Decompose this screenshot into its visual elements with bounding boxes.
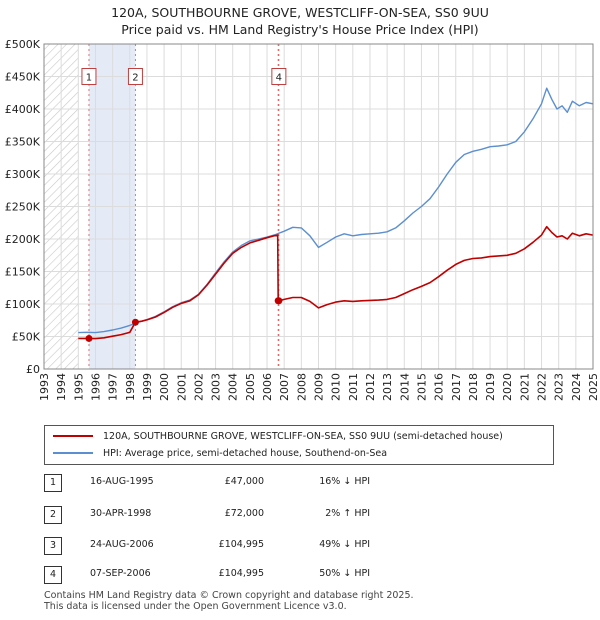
x-tick-label: 2000 xyxy=(158,373,171,401)
plot-frame xyxy=(43,43,594,370)
x-tick-label: 2011 xyxy=(347,373,360,401)
footer-licence: This data is licensed under the Open Gov… xyxy=(44,601,347,612)
x-tick-label: 2015 xyxy=(415,373,428,401)
transaction-hpi: 2% ↑ HPI xyxy=(325,508,370,519)
x-tick-label: 2009 xyxy=(313,373,326,401)
x-tick-label: 2004 xyxy=(227,373,240,401)
x-tick-label: 1997 xyxy=(107,373,120,401)
transaction-price: £104,995 xyxy=(218,568,264,579)
x-tick-label: 1995 xyxy=(72,373,85,401)
footer-copyright: Contains HM Land Registry data © Crown c… xyxy=(44,590,414,601)
y-tick-label: £50K xyxy=(12,331,41,344)
transaction-date: 16-AUG-1995 xyxy=(90,476,154,487)
transaction-price: £47,000 xyxy=(224,476,264,487)
x-tick-label: 2020 xyxy=(501,373,514,401)
x-tick-label: 2010 xyxy=(330,373,343,401)
x-tick-label: 2008 xyxy=(295,373,308,401)
legend-label-hpi: HPI: Average price, semi-detached house,… xyxy=(103,447,388,459)
y-tick-label: £500K xyxy=(5,38,41,51)
transaction-date: 07-SEP-2006 xyxy=(90,568,151,579)
x-tick-label: 1994 xyxy=(55,373,68,401)
x-tick-label: 2016 xyxy=(433,373,446,401)
x-tick-label: 2017 xyxy=(450,373,463,401)
transaction-hpi: 49% ↓ HPI xyxy=(319,539,370,550)
x-tick-label: 2005 xyxy=(244,373,257,401)
y-tick-label: £300K xyxy=(5,168,41,181)
property-series-line xyxy=(78,225,594,340)
transaction-price: £72,000 xyxy=(224,508,264,519)
transaction-date: 24-AUG-2006 xyxy=(90,539,154,550)
y-tick-label: £450K xyxy=(5,71,41,84)
sale-label: 2 xyxy=(132,73,138,84)
x-tick-label: 2006 xyxy=(261,373,274,401)
x-tick-label: 2019 xyxy=(484,373,497,401)
transaction-marker: 2 xyxy=(44,506,62,524)
y-tick-label: £350K xyxy=(5,136,41,149)
chart-title-line1: 120A, SOUTHBOURNE GROVE, WESTCLIFF-ON-SE… xyxy=(111,5,489,20)
transaction-row: 4 07-SEP-2006 £104,995 50% ↓ HPI xyxy=(44,566,564,586)
legend: 120A, SOUTHBOURNE GROVE, WESTCLIFF-ON-SE… xyxy=(44,425,554,465)
x-tick-label: 1996 xyxy=(89,373,102,401)
x-tick-label: 1998 xyxy=(124,373,137,401)
chart-title-line2: Price paid vs. HM Land Registry's House … xyxy=(121,22,479,37)
sale-point xyxy=(85,334,93,342)
transaction-price: £104,995 xyxy=(218,539,264,550)
x-tick-label: 2024 xyxy=(570,373,583,401)
x-tick-label: 2012 xyxy=(364,373,377,401)
transaction-marker: 4 xyxy=(44,566,62,584)
transaction-row: 1 16-AUG-1995 £47,000 16% ↓ HPI xyxy=(44,474,564,494)
y-tick-label: £100K xyxy=(5,298,41,311)
transaction-hpi: 50% ↓ HPI xyxy=(319,568,370,579)
transaction-hpi: 16% ↓ HPI xyxy=(319,476,370,487)
y-tick-label: £150K xyxy=(5,266,41,279)
legend-label-property: 120A, SOUTHBOURNE GROVE, WESTCLIFF-ON-SE… xyxy=(103,430,503,442)
sale-label: 1 xyxy=(86,73,92,84)
transaction-row: 2 30-APR-1998 £72,000 2% ↑ HPI xyxy=(44,506,564,526)
sale-point xyxy=(131,318,139,326)
footer: Contains HM Land Registry data © Crown c… xyxy=(44,590,414,612)
sale-label-box xyxy=(271,68,287,85)
x-tick-label: 2018 xyxy=(467,373,480,401)
x-tick-label: 2023 xyxy=(553,373,566,401)
x-tick-label: 2007 xyxy=(278,373,291,401)
legend-swatch-property xyxy=(53,435,93,437)
sale-label-box xyxy=(81,68,97,85)
x-tick-label: 1999 xyxy=(141,373,154,401)
transaction-marker: 3 xyxy=(44,537,62,555)
y-tick-label: £0 xyxy=(26,363,40,376)
price-chart: 1 2 4 £0 £50K £100K £150K £200K £250K £300K £350K £… xyxy=(5,38,600,401)
sale-label-box xyxy=(127,68,143,85)
x-tick-label: 2001 xyxy=(175,373,188,401)
legend-item-property: 120A, SOUTHBOURNE GROVE, WESTCLIFF-ON-SE… xyxy=(53,428,503,444)
legend-swatch-hpi xyxy=(53,452,93,454)
x-tick-label: 2013 xyxy=(381,373,394,401)
y-tick-label: £250K xyxy=(5,201,41,214)
x-tick-label: 1993 xyxy=(38,373,51,401)
x-tick-label: 2002 xyxy=(192,373,205,401)
sale-label: 4 xyxy=(276,73,282,84)
x-tick-label: 2022 xyxy=(536,373,549,401)
x-tick-label: 2003 xyxy=(210,373,223,401)
legend-item-hpi: HPI: Average price, semi-detached house,… xyxy=(53,445,387,461)
sale-point xyxy=(275,297,283,305)
transaction-row: 3 24-AUG-2006 £104,995 49% ↓ HPI xyxy=(44,537,564,557)
x-tick-label: 2021 xyxy=(518,373,531,401)
transaction-date: 30-APR-1998 xyxy=(90,508,152,519)
y-tick-label: £400K xyxy=(5,103,41,116)
y-tick-label: £200K xyxy=(5,233,41,246)
x-tick-label: 2014 xyxy=(398,373,411,401)
x-tick-label: 2025 xyxy=(587,373,600,401)
transaction-marker: 1 xyxy=(44,474,62,492)
